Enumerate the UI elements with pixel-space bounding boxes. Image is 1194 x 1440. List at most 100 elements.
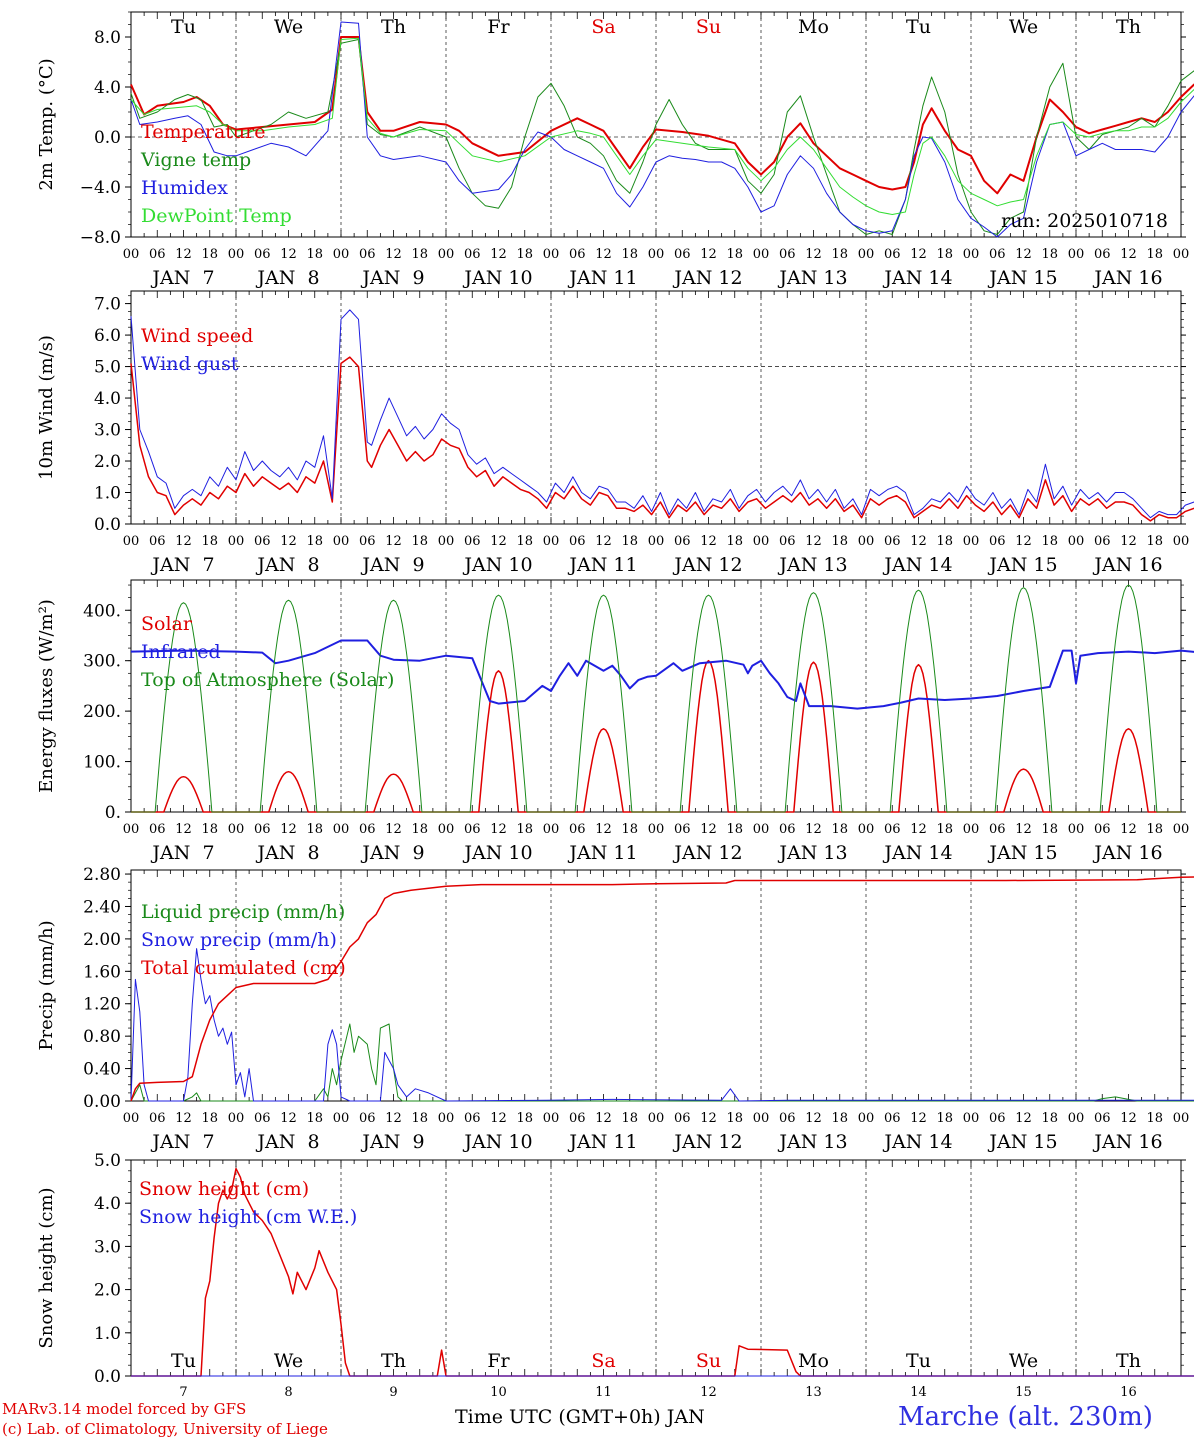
series-line-liquid-precip-mm-h [130, 1023, 1194, 1102]
hour-tick-label: 12 [280, 534, 297, 549]
hour-tick-label: 18 [306, 822, 323, 837]
legend-entry: Liquid precip (mm/h) [141, 901, 345, 923]
y-tick-label: 6.0 [94, 326, 121, 346]
hour-tick-label: 12 [175, 822, 192, 837]
hour-tick-label: 06 [674, 247, 691, 262]
hour-tick-label: 06 [149, 247, 166, 262]
hour-tick-label: 00 [1173, 247, 1190, 262]
date-label: JAN 15 [987, 842, 1057, 864]
y-axis-label: 10m Wind (m/s) [36, 335, 57, 480]
hour-tick-label: 00 [753, 1111, 770, 1126]
date-label: JAN 7 [150, 554, 214, 576]
day-number-label: 16 [1120, 1385, 1137, 1400]
hour-tick-label: 12 [280, 822, 297, 837]
y-axis-label: 2m Temp. (°C) [36, 58, 57, 190]
legend-entry: Snow precip (mm/h) [141, 929, 337, 951]
weekday-label: We [1009, 1350, 1038, 1372]
hour-tick-label: 18 [201, 1111, 218, 1126]
legend-entry: Wind speed [141, 325, 253, 347]
day-number-label: 13 [805, 1385, 822, 1400]
legend-entry: Temperature [141, 121, 265, 143]
y-tick-label: 4.0 [94, 389, 121, 409]
date-label: JAN 16 [1092, 267, 1162, 289]
hour-tick-label: 18 [516, 247, 533, 262]
hour-tick-label: 00 [648, 1111, 665, 1126]
weekday-label: Tu [171, 1350, 196, 1372]
y-tick-label: 1.0 [94, 1324, 121, 1344]
y-tick-label: −8.0 [80, 228, 121, 248]
weekday-label: Su [696, 1350, 721, 1372]
hour-tick-label: 12 [700, 534, 717, 549]
hour-tick-label: 06 [149, 534, 166, 549]
hour-tick-label: 06 [359, 822, 376, 837]
y-tick-label: 1.60 [83, 962, 121, 982]
hour-tick-label: 00 [1173, 822, 1190, 837]
date-label: JAN 11 [567, 1131, 637, 1153]
hour-tick-label: 18 [411, 1111, 428, 1126]
date-label: JAN 10 [462, 267, 532, 289]
hour-tick-label: 18 [1146, 822, 1163, 837]
series-line-humidex [130, 21, 1194, 238]
hour-tick-label: 12 [1120, 534, 1137, 549]
weekday-label: Fr [487, 1350, 510, 1372]
date-label: JAN 14 [882, 554, 952, 576]
hour-tick-label: 18 [1041, 1111, 1058, 1126]
date-label: JAN 13 [777, 554, 847, 576]
hour-tick-label: 00 [543, 822, 560, 837]
date-label: JAN 15 [987, 1131, 1057, 1153]
hour-tick-label: 06 [464, 247, 481, 262]
hour-tick-label: 00 [123, 247, 140, 262]
y-tick-label: 0.0 [94, 515, 121, 535]
hour-tick-label: 00 [753, 247, 770, 262]
weekday-label: Fr [487, 16, 510, 38]
hour-tick-label: 00 [438, 534, 455, 549]
hour-tick-label: 18 [516, 822, 533, 837]
hour-tick-label: 18 [1041, 534, 1058, 549]
hour-tick-label: 18 [1041, 247, 1058, 262]
hour-tick-label: 00 [543, 534, 560, 549]
y-tick-label: 2.00 [83, 930, 121, 950]
y-tick-label: 3.0 [94, 1237, 121, 1257]
date-label: JAN 15 [987, 554, 1057, 576]
hour-tick-label: 18 [306, 534, 323, 549]
legend-entry: Snow height (cm W.E.) [139, 1206, 357, 1228]
date-label: JAN 10 [462, 554, 532, 576]
hour-tick-label: 18 [831, 534, 848, 549]
hour-tick-label: 00 [1068, 1111, 1085, 1126]
hour-tick-label: 06 [359, 247, 376, 262]
date-label: JAN 12 [672, 1131, 742, 1153]
hour-tick-label: 00 [228, 247, 245, 262]
hour-tick-label: 12 [805, 534, 822, 549]
hour-tick-label: 12 [595, 1111, 612, 1126]
hour-tick-label: 18 [1146, 247, 1163, 262]
y-tick-label: 4.0 [94, 78, 121, 98]
day-number-label: 14 [910, 1385, 927, 1400]
weekday-label: Su [696, 16, 721, 38]
hour-tick-label: 06 [149, 822, 166, 837]
hour-tick-label: 00 [543, 247, 560, 262]
hour-tick-label: 00 [438, 247, 455, 262]
hour-tick-label: 12 [595, 247, 612, 262]
legend-entry: Humidex [141, 177, 228, 199]
hour-tick-label: 06 [884, 534, 901, 549]
hour-tick-label: 06 [884, 822, 901, 837]
hour-tick-label: 12 [1015, 822, 1032, 837]
series-line-wind-speed [130, 356, 1194, 522]
weekday-label: Mo [798, 1350, 829, 1372]
date-label: JAN 8 [255, 554, 319, 576]
hour-tick-label: 06 [254, 1111, 271, 1126]
hour-tick-label: 18 [936, 1111, 953, 1126]
hour-tick-label: 12 [700, 247, 717, 262]
hour-tick-label: 18 [1041, 822, 1058, 837]
hour-tick-label: 00 [858, 247, 875, 262]
date-label: JAN 16 [1092, 554, 1162, 576]
day-number-label: 12 [700, 1385, 717, 1400]
hour-tick-label: 12 [1015, 247, 1032, 262]
y-tick-label: −4.0 [80, 178, 121, 198]
y-axis-label: Snow height (cm) [36, 1187, 57, 1348]
hour-tick-label: 00 [543, 1111, 560, 1126]
hour-tick-label: 00 [753, 534, 770, 549]
legend-entry: Vigne temp [140, 149, 251, 171]
hour-tick-label: 06 [254, 822, 271, 837]
